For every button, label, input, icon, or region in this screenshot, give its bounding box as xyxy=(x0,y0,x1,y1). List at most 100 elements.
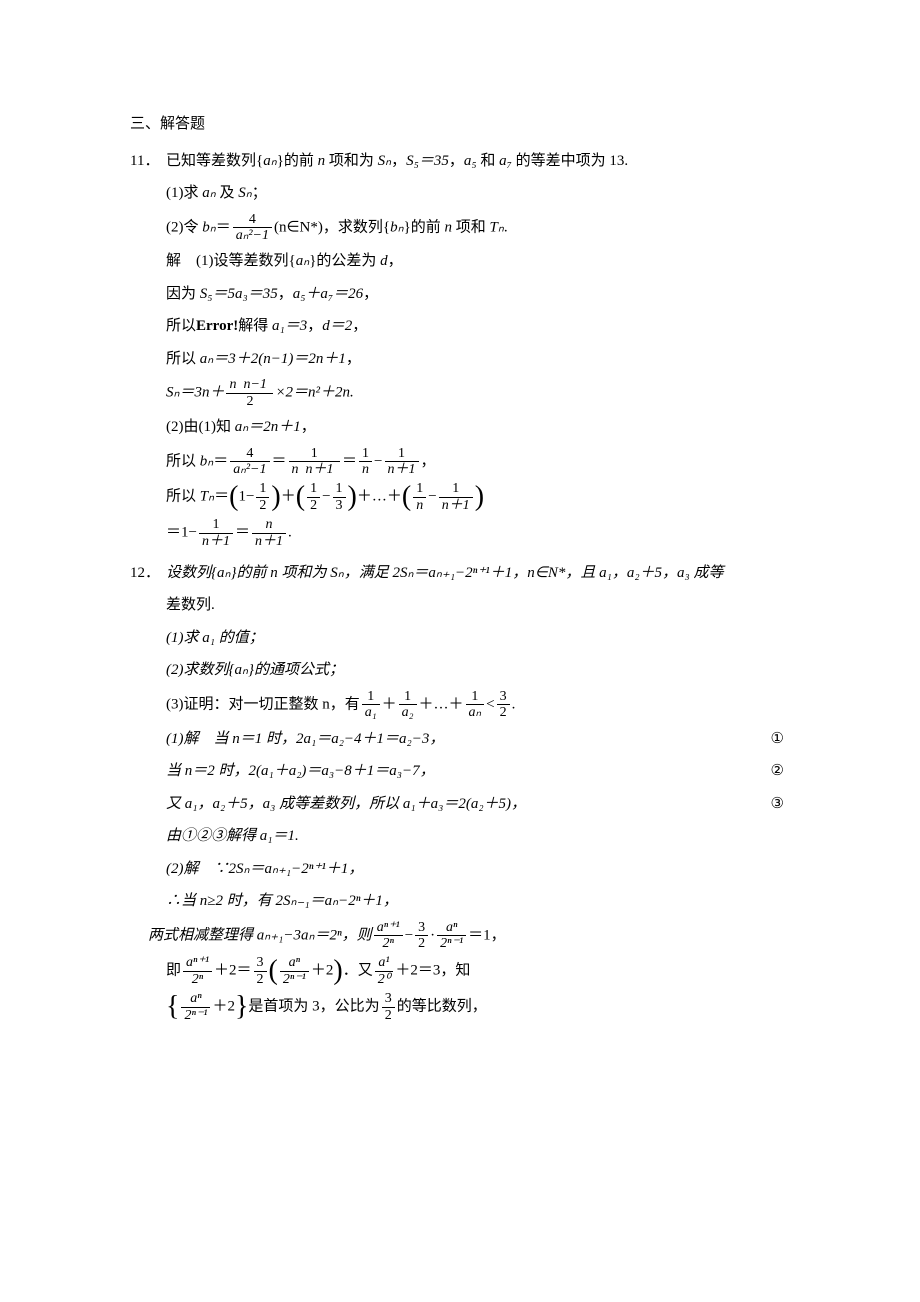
text: − xyxy=(428,489,436,505)
fraction: a¹2⁰ xyxy=(375,955,394,987)
left-brace-icon: { xyxy=(166,991,179,1022)
fraction: 12 xyxy=(307,481,320,513)
math: aₙ xyxy=(296,253,309,269)
denominator: 3 xyxy=(333,498,346,513)
solution-line: (2)解 ∵2Sₙ＝aₙ₊₁−2ⁿ⁺¹＋1， xyxy=(130,855,790,884)
math: bₙ xyxy=(390,219,403,235)
numerator: 1 xyxy=(399,689,417,705)
solution-line: {aⁿ2ⁿ⁻¹＋2}是首项为 3，公比为32的等比数列， xyxy=(130,991,790,1023)
text: ＝1， xyxy=(468,927,506,943)
fraction: 32 xyxy=(382,991,395,1023)
text: ＋2＝3，知 xyxy=(395,963,470,979)
fraction: 32 xyxy=(415,920,428,952)
text: 所以 xyxy=(166,489,200,505)
denominator: aₙ xyxy=(466,705,485,720)
sub-question-1: (1)求 a₁ 的值； xyxy=(130,624,790,653)
text: 解得 xyxy=(238,318,272,334)
text: 由①②③解得 a₁＝1. xyxy=(166,828,299,844)
math: aₙ xyxy=(202,185,215,201)
math: a₇ xyxy=(499,153,512,169)
numerator: 1 xyxy=(199,517,233,533)
solution-line: 所以Error!解得 a₁＝3，d＝2， xyxy=(130,312,790,341)
solution-line: 两式相减整理得 aₙ₊₁−3aₙ＝2ⁿ，则aⁿ⁺¹2ⁿ−32·aⁿ2ⁿ⁻¹＝1， xyxy=(130,920,790,952)
text: . xyxy=(512,696,516,712)
numerator: 1 xyxy=(466,689,485,705)
left-paren-icon: ( xyxy=(269,955,278,986)
equation-tag: ③ xyxy=(771,790,790,819)
text: ＝ xyxy=(216,219,231,235)
fraction: 1n＋1 xyxy=(385,446,419,478)
numerator: aⁿ⁺¹ xyxy=(374,920,403,936)
text: . xyxy=(288,524,292,540)
text: ＋ xyxy=(382,696,397,712)
math: ×2＝n²＋2n. xyxy=(275,385,353,401)
right-paren-icon: ) xyxy=(475,481,484,512)
text: 项和为 xyxy=(325,153,378,169)
numerator: 4 xyxy=(233,212,272,228)
solution-line-tagged: 当 n＝2 时，2(a₁＋a₂)＝a₃−8＋1＝a₃−7， ② xyxy=(130,757,790,786)
numerator: 1 xyxy=(333,481,346,497)
solution-line: ＝1−1n＋1＝nn＋1. xyxy=(130,517,790,549)
fraction: 32 xyxy=(254,955,267,987)
fraction: 13 xyxy=(333,481,346,513)
text: 的等比数列， xyxy=(397,999,487,1015)
numerator: n n−1 xyxy=(226,377,273,393)
text: (2)解 ∵2Sₙ＝aₙ₊₁−2ⁿ⁺¹＋1， xyxy=(166,861,363,877)
numerator: aⁿ xyxy=(280,955,309,971)
text: 及 xyxy=(216,185,239,201)
math: aₙ＝3＋2(n−1)＝2n＋1 xyxy=(200,351,346,367)
text: 项和 xyxy=(452,219,490,235)
denominator: n n＋1 xyxy=(289,462,341,477)
text: (2)求数列{aₙ}的通项公式； xyxy=(166,662,344,678)
text: 所以 xyxy=(166,351,200,367)
denominator: 2⁰ xyxy=(375,972,394,987)
left-paren-icon: ( xyxy=(229,481,238,512)
text: ＋2＝ xyxy=(214,963,252,979)
text: (1)求 a₁ 的值； xyxy=(166,630,264,646)
fraction: aⁿ⁺¹2ⁿ xyxy=(183,955,212,987)
numerator: 3 xyxy=(382,991,395,1007)
problem-statement: 设数列{aₙ}的前 n 项和为 Sₙ，满足 2Sₙ＝aₙ₊₁−2ⁿ⁺¹＋1，n∈… xyxy=(166,559,790,588)
numerator: 1 xyxy=(359,446,372,462)
text: 和 xyxy=(477,153,500,169)
text: ＝ xyxy=(235,524,250,540)
text: ， xyxy=(421,453,436,469)
text: }的公差为 xyxy=(309,253,380,269)
math: a₅ xyxy=(464,153,477,169)
denominator: n xyxy=(359,462,372,477)
solution-line-tagged: (1)解 当 n＝1 时，2a₁＝a₂−4＋1＝a₂−3， ① xyxy=(130,725,790,754)
denominator: 2 xyxy=(415,936,428,951)
math: Tₙ xyxy=(490,219,504,235)
text: 设数列{aₙ}的前 n 项和为 Sₙ，满足 2Sₙ＝aₙ₊₁−2ⁿ⁺¹＋1，n∈… xyxy=(166,565,724,581)
text: − xyxy=(374,453,382,469)
numerator: 4 xyxy=(230,446,269,462)
math: d xyxy=(380,253,388,269)
math: bₙ xyxy=(202,219,215,235)
math: a₁＝3 xyxy=(272,318,307,334)
numerator: 1 xyxy=(385,446,419,462)
numerator: 1 xyxy=(307,481,320,497)
sub-question-2: (2)求数列{aₙ}的通项公式； xyxy=(130,656,790,685)
text: ．又 xyxy=(343,963,373,979)
math: (n∈N*) xyxy=(274,219,323,235)
solution-line: Sₙ＝3n＋n n−1 2×2＝n²＋2n. xyxy=(130,377,790,409)
denominator: n＋1 xyxy=(385,462,419,477)
equation-tag: ① xyxy=(771,725,790,754)
text: 所以 xyxy=(166,318,196,334)
text: 差数列. xyxy=(166,597,215,613)
numerator: 3 xyxy=(497,689,510,705)
text: (3)证明：对一切正整数 n，有 xyxy=(166,696,360,712)
left-paren-icon: ( xyxy=(402,481,411,512)
solution-line: 因为 S₅＝5a₃＝35，a₅＋a₇＝26， xyxy=(130,280,790,309)
denominator: 2 xyxy=(226,394,273,409)
numerator: 1 xyxy=(256,481,269,497)
math: Tₙ xyxy=(200,489,214,505)
math: S₅＝35 xyxy=(406,153,449,169)
text: ，求数列{ xyxy=(323,219,390,235)
text: ＋2 xyxy=(212,999,235,1015)
denominator: n＋1 xyxy=(439,498,473,513)
solution-line: 解 (1)设等差数列{aₙ}的公差为 d， xyxy=(130,247,790,276)
denominator: 2 xyxy=(256,498,269,513)
text: 当 n＝2 时，2(a₁＋a₂)＝a₃−8＋1＝a₃−7， xyxy=(166,757,435,786)
fraction: 1n xyxy=(359,446,372,478)
